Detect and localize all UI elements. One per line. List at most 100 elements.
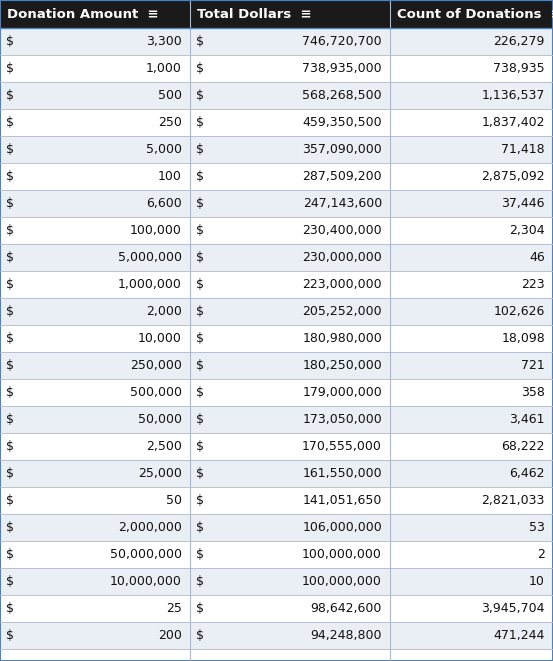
Text: $: $ xyxy=(6,521,14,534)
Text: $: $ xyxy=(196,251,204,264)
Bar xyxy=(390,244,553,271)
Text: 738,935,000: 738,935,000 xyxy=(302,62,382,75)
Text: 1,000,000: 1,000,000 xyxy=(118,278,182,291)
Text: 230,400,000: 230,400,000 xyxy=(302,224,382,237)
Text: $: $ xyxy=(196,440,204,453)
Text: 223: 223 xyxy=(521,278,545,291)
Text: $: $ xyxy=(196,413,204,426)
Text: 173,050,000: 173,050,000 xyxy=(302,413,382,426)
Text: 141,051,650: 141,051,650 xyxy=(302,494,382,507)
Text: $: $ xyxy=(196,467,204,480)
Text: $: $ xyxy=(6,413,14,426)
Text: 53: 53 xyxy=(529,521,545,534)
Text: 2: 2 xyxy=(537,548,545,561)
Text: 50,000,000: 50,000,000 xyxy=(110,548,182,561)
Text: $: $ xyxy=(196,359,204,372)
Text: 1,136,537: 1,136,537 xyxy=(482,89,545,102)
Bar xyxy=(390,514,553,541)
Bar xyxy=(0,244,190,271)
Text: 721: 721 xyxy=(521,359,545,372)
Bar xyxy=(390,433,553,460)
Text: 358: 358 xyxy=(521,386,545,399)
Bar xyxy=(190,433,390,460)
Bar xyxy=(190,622,390,649)
Text: $: $ xyxy=(6,548,14,561)
Text: $: $ xyxy=(6,602,14,615)
Bar xyxy=(190,325,390,352)
Text: $: $ xyxy=(6,116,14,129)
Bar xyxy=(0,541,190,568)
Bar xyxy=(190,595,390,622)
Text: 94,248,800: 94,248,800 xyxy=(310,629,382,642)
Text: $: $ xyxy=(196,602,204,615)
Text: 500: 500 xyxy=(158,89,182,102)
Bar xyxy=(0,379,190,406)
Bar xyxy=(190,352,390,379)
Bar xyxy=(0,136,190,163)
Text: $: $ xyxy=(196,143,204,156)
Text: $: $ xyxy=(196,494,204,507)
Text: $: $ xyxy=(6,251,14,264)
Text: 100,000: 100,000 xyxy=(130,224,182,237)
Text: 3,461: 3,461 xyxy=(509,413,545,426)
Text: 71,418: 71,418 xyxy=(502,143,545,156)
Text: $: $ xyxy=(196,575,204,588)
Bar xyxy=(190,406,390,433)
Bar xyxy=(0,28,190,55)
Text: $: $ xyxy=(6,386,14,399)
Text: 287,509,200: 287,509,200 xyxy=(302,170,382,183)
Text: 170,555,000: 170,555,000 xyxy=(302,440,382,453)
Bar xyxy=(190,136,390,163)
Text: 500,000: 500,000 xyxy=(130,386,182,399)
Text: 18,098: 18,098 xyxy=(501,332,545,345)
Text: 568,268,500: 568,268,500 xyxy=(302,89,382,102)
Text: 180,250,000: 180,250,000 xyxy=(302,359,382,372)
Text: 230,000,000: 230,000,000 xyxy=(302,251,382,264)
Bar xyxy=(190,298,390,325)
Text: 2,821,033: 2,821,033 xyxy=(482,494,545,507)
Bar xyxy=(390,109,553,136)
Bar xyxy=(390,0,553,28)
Bar xyxy=(190,541,390,568)
Text: $: $ xyxy=(196,197,204,210)
Text: $: $ xyxy=(6,62,14,75)
Text: 98,642,600: 98,642,600 xyxy=(311,602,382,615)
Bar xyxy=(190,82,390,109)
Text: 5,000: 5,000 xyxy=(146,143,182,156)
Text: $: $ xyxy=(196,116,204,129)
Text: $: $ xyxy=(6,467,14,480)
Text: $: $ xyxy=(196,386,204,399)
Bar xyxy=(390,82,553,109)
Bar xyxy=(0,622,190,649)
Bar xyxy=(390,136,553,163)
Bar xyxy=(190,109,390,136)
Text: 50,000: 50,000 xyxy=(138,413,182,426)
Text: $: $ xyxy=(196,548,204,561)
Bar xyxy=(0,514,190,541)
Bar xyxy=(190,379,390,406)
Bar xyxy=(0,82,190,109)
Text: $: $ xyxy=(6,440,14,453)
Text: 161,550,000: 161,550,000 xyxy=(302,467,382,480)
Bar xyxy=(0,487,190,514)
Bar xyxy=(0,217,190,244)
Text: 471,244: 471,244 xyxy=(494,629,545,642)
Text: 2,500: 2,500 xyxy=(146,440,182,453)
Bar xyxy=(0,325,190,352)
Text: $: $ xyxy=(6,575,14,588)
Text: $: $ xyxy=(6,35,14,48)
Text: 2,875,092: 2,875,092 xyxy=(481,170,545,183)
Text: $: $ xyxy=(196,170,204,183)
Bar xyxy=(190,487,390,514)
Text: $: $ xyxy=(6,494,14,507)
Text: $: $ xyxy=(196,62,204,75)
Bar xyxy=(190,244,390,271)
Bar xyxy=(390,55,553,82)
Text: $: $ xyxy=(196,629,204,642)
Bar xyxy=(390,568,553,595)
Text: $: $ xyxy=(6,197,14,210)
Bar xyxy=(0,298,190,325)
Bar xyxy=(0,55,190,82)
Bar xyxy=(390,595,553,622)
Text: 25,000: 25,000 xyxy=(138,467,182,480)
